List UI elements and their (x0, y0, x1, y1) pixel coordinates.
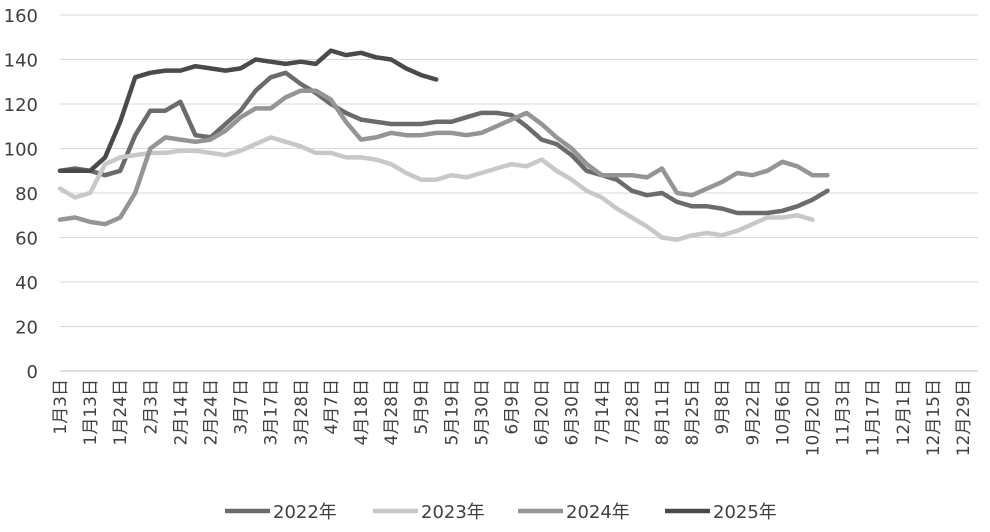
x-tick-label: 6月30日 (563, 379, 583, 445)
x-tick-label: 2月14日 (171, 379, 191, 445)
y-tick-label: 20 (15, 318, 38, 339)
x-tick-label: 10月6日 (773, 379, 793, 445)
x-tick-label: 11月17日 (864, 379, 884, 456)
series-lines (57, 48, 830, 242)
x-tick-label: 8月25日 (683, 379, 703, 445)
series-line (57, 70, 830, 216)
x-tick-label: 7月14日 (593, 379, 613, 445)
y-tick-label: 120 (4, 95, 38, 116)
legend-label: 2023年 (421, 502, 485, 523)
x-tick-label: 12月1日 (894, 379, 914, 445)
y-axis-tick-labels: 0 20 40 60 80 100 120 140 160 (4, 6, 38, 383)
x-tick-label: 1月13日 (81, 379, 101, 445)
x-tick-label: 5月30日 (472, 379, 492, 445)
x-tick-label: 9月8日 (713, 379, 733, 435)
legend-label: 2025年 (713, 502, 777, 523)
y-tick-label: 0 (27, 362, 38, 383)
y-tick-label: 60 (15, 229, 38, 250)
x-tick-label: 12月15日 (924, 379, 944, 456)
x-tick-label: 6月9日 (502, 379, 522, 435)
x-tick-label: 7月28日 (623, 379, 643, 445)
x-tick-label: 9月22日 (743, 379, 763, 445)
series-line (57, 88, 830, 227)
x-tick-label: 11月3日 (834, 379, 854, 445)
x-tick-label: 1月24日 (111, 379, 131, 445)
x-tick-label: 4月18日 (352, 379, 372, 445)
y-tick-label: 140 (4, 51, 38, 72)
x-tick-label: 6月20日 (533, 379, 553, 445)
x-tick-label: 1月3日 (51, 379, 71, 435)
gridlines (60, 14, 978, 372)
x-tick-label: 10月20日 (803, 379, 823, 456)
series-line (57, 48, 439, 174)
x-tick-label: 12月29日 (954, 379, 974, 456)
y-tick-label: 80 (15, 184, 38, 205)
x-tick-label: 2月3日 (141, 379, 161, 435)
legend-label: 2022年 (273, 502, 337, 523)
x-tick-label: 3月7日 (232, 379, 252, 435)
x-tick-label: 2月24日 (201, 379, 221, 445)
x-axis-tick-labels: 1月3日 1月13日 1月24日 2月3日 2月14日 2月24日 3月7日 3月17日 3月2… (51, 379, 974, 456)
legend-label: 2024年 (566, 502, 630, 523)
x-tick-label: 4月7日 (322, 379, 342, 435)
legend: 2022年 2023年 2024年 2025年 (225, 502, 777, 523)
x-tick-label: 3月28日 (292, 379, 312, 445)
x-tick-label: 3月17日 (262, 379, 282, 445)
y-tick-label: 100 (4, 140, 38, 161)
x-tick-label: 5月9日 (412, 379, 432, 435)
x-tick-label: 8月11日 (653, 379, 673, 445)
y-tick-label: 160 (4, 6, 38, 27)
y-tick-label: 40 (15, 273, 38, 294)
x-tick-label: 4月28日 (382, 379, 402, 445)
series-line (57, 135, 815, 242)
x-tick-label: 5月19日 (442, 379, 462, 445)
